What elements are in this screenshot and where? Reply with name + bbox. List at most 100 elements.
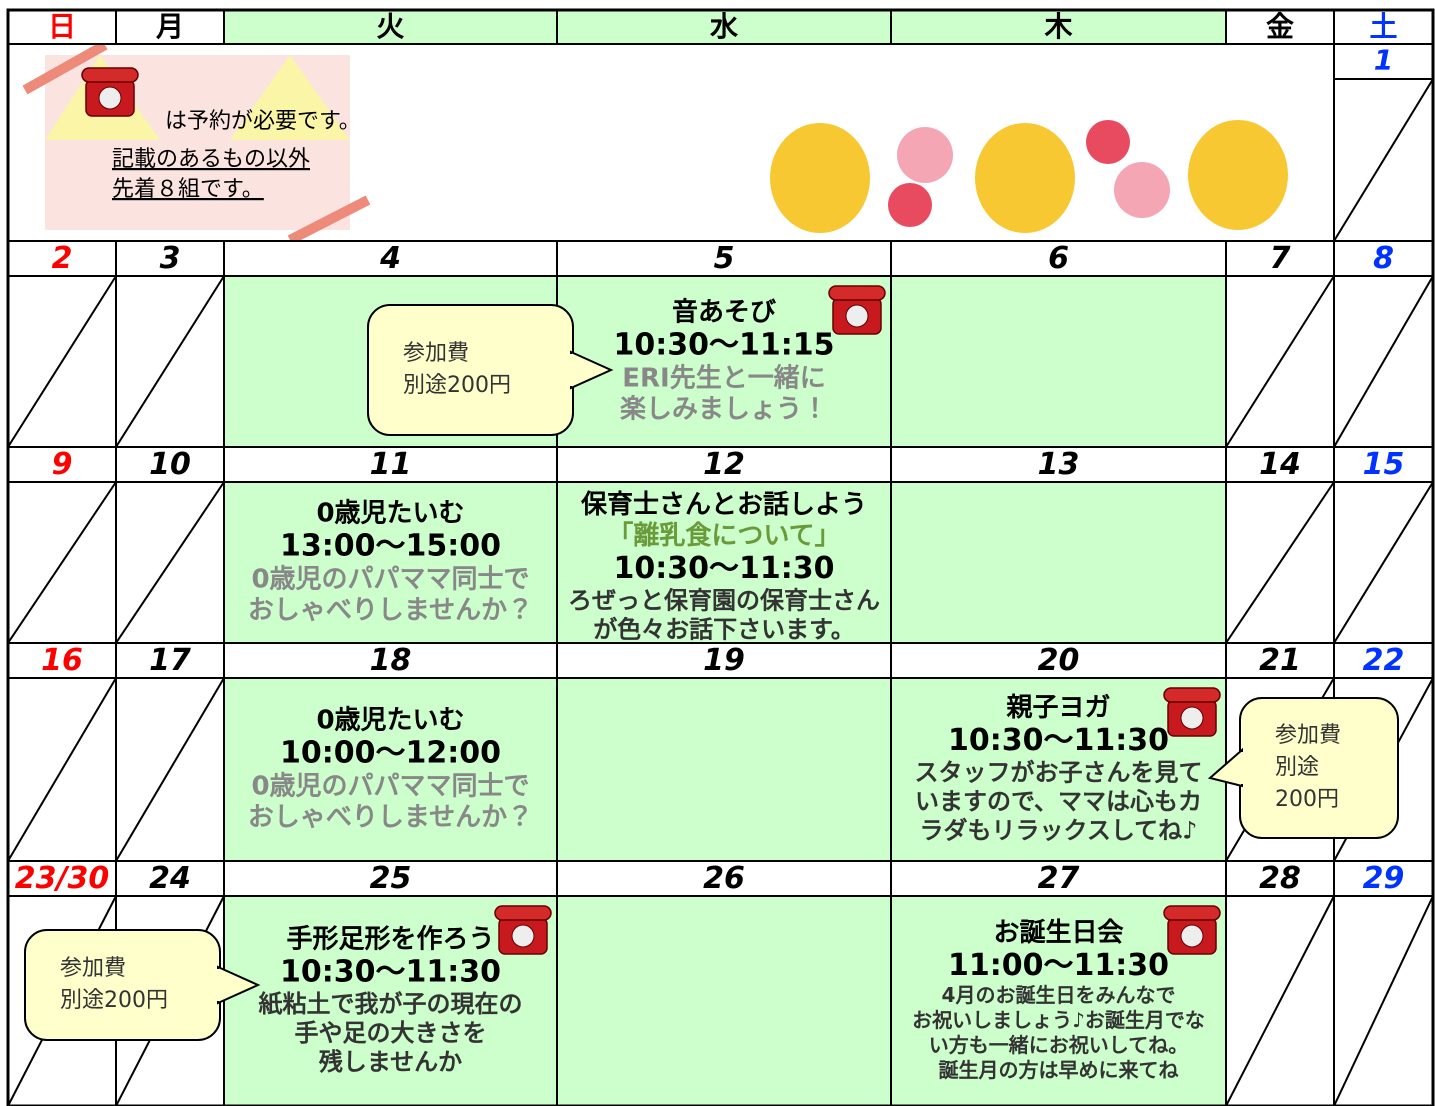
event-line: 0歳児たいむ (316, 706, 464, 736)
day-cell (556, 895, 892, 1106)
date: 1 (1374, 44, 1393, 77)
event-line: お誕生日会 (993, 918, 1124, 948)
event-line: 手や足の大きさを (295, 1019, 487, 1047)
diagonal (7, 275, 117, 448)
callout-text: 別途 (1275, 755, 1319, 780)
date: 26 (703, 861, 745, 896)
event-line: 0歳児のパパママ同士で (251, 772, 529, 802)
event-line: 10:00～12:00 (280, 736, 501, 771)
phone-dial (845, 304, 869, 328)
event-line: ろぜっと保育園の保育士さん (568, 587, 880, 615)
event-line: 10:30～11:30 (614, 551, 835, 586)
date: 14 (1259, 447, 1301, 482)
date: 15 (1363, 447, 1405, 482)
event-line: 10:30～11:15 (614, 328, 835, 363)
diagonal (1225, 275, 1335, 448)
date-cell (1225, 860, 1335, 897)
callout-mask (567, 354, 573, 386)
flower (1086, 120, 1130, 164)
reservation-icon (494, 905, 552, 955)
event-line: ERI先生と一緒に (622, 364, 825, 394)
diagonal (1333, 481, 1434, 644)
legend-box: は予約が必要です。 記載のあるもの以外 先着８組です。 (22, 40, 371, 245)
date: 19 (703, 643, 745, 678)
event-line: スタッフがお子さんを見て (915, 759, 1203, 787)
diagonal (115, 275, 225, 448)
event-line: ラダもリラックスしてね♪ (920, 817, 1198, 845)
event-line: 10:30～11:30 (948, 723, 1169, 758)
reservation-icon (1163, 687, 1221, 737)
legend-note: 先着８組です。 (112, 177, 264, 202)
weekday: 月 (155, 10, 184, 43)
phone-dial (98, 86, 122, 110)
callout-mask (1241, 752, 1247, 784)
weekday: 土 (1369, 10, 1397, 43)
decoration-chicks (770, 120, 1288, 233)
callout-text: 別途200円 (60, 988, 168, 1013)
date: 3 (160, 241, 181, 276)
header-cell (1333, 9, 1434, 45)
date: 7 (1270, 241, 1291, 276)
flower (897, 127, 953, 183)
weekday: 日 (48, 10, 76, 43)
reservation-icon (1163, 905, 1221, 955)
phone-dial (1180, 924, 1204, 948)
frame (6, 8, 1435, 1106)
day-cell (556, 481, 892, 644)
event-line: いますので、ママは心もカ (915, 788, 1202, 816)
date: 13 (1038, 447, 1080, 482)
legend-note: 記載のあるもの以外 (112, 147, 310, 172)
day-cell (890, 275, 1227, 448)
event-line: が色々お話下さいます。 (593, 616, 855, 644)
callout-text: 参加費 (60, 956, 126, 981)
weekday: 火 (376, 10, 404, 43)
chick (1188, 120, 1288, 230)
tape (287, 195, 371, 245)
event-line: 残しませんか (318, 1048, 462, 1076)
event-line: 楽しみましょう！ (620, 395, 828, 425)
diagonal (1225, 895, 1335, 1106)
event-line: 13:00～15:00 (280, 529, 501, 564)
date-cell (890, 446, 1227, 483)
event-line: お祝いしましょう♪お誕生月でな (912, 1008, 1205, 1032)
date: 16 (41, 643, 83, 678)
date-cell (223, 240, 558, 277)
event-line: 11:00～11:30 (948, 948, 1169, 983)
date: 24 (149, 861, 191, 896)
legend-deco (230, 55, 350, 140)
callout-mask (214, 969, 220, 1001)
phone-handset (494, 905, 552, 921)
diagonal (115, 481, 225, 644)
date: 5 (714, 241, 735, 276)
date: 2 (52, 241, 73, 276)
date: 21 (1259, 643, 1301, 678)
phone-handset (81, 67, 139, 83)
event-line: おしゃべりしませんか？ (248, 803, 533, 833)
date: 6 (1048, 241, 1069, 276)
chick (770, 123, 870, 233)
reservation-icon (828, 285, 886, 335)
event-line: 音あそび (672, 298, 776, 328)
weekday: 水 (709, 10, 739, 43)
weekday: 金 (1266, 10, 1294, 43)
date-cell (556, 642, 892, 679)
callout-text: 200円 (1275, 787, 1339, 812)
phone-dial (1180, 706, 1204, 730)
header-cell (890, 9, 1227, 45)
flower (1114, 162, 1170, 218)
date: 12 (703, 447, 745, 482)
diagonal (115, 677, 225, 862)
diagonal (1333, 78, 1434, 242)
date-cell (890, 240, 1227, 277)
diagonal (7, 677, 117, 862)
date-cell (223, 860, 558, 897)
date-cell (1225, 240, 1335, 277)
phone-handset (1163, 687, 1221, 703)
event-line: 保育士さんとお話しよう (580, 490, 867, 520)
date-cell (115, 860, 225, 897)
phone-dial (511, 924, 535, 948)
flower (888, 183, 932, 227)
